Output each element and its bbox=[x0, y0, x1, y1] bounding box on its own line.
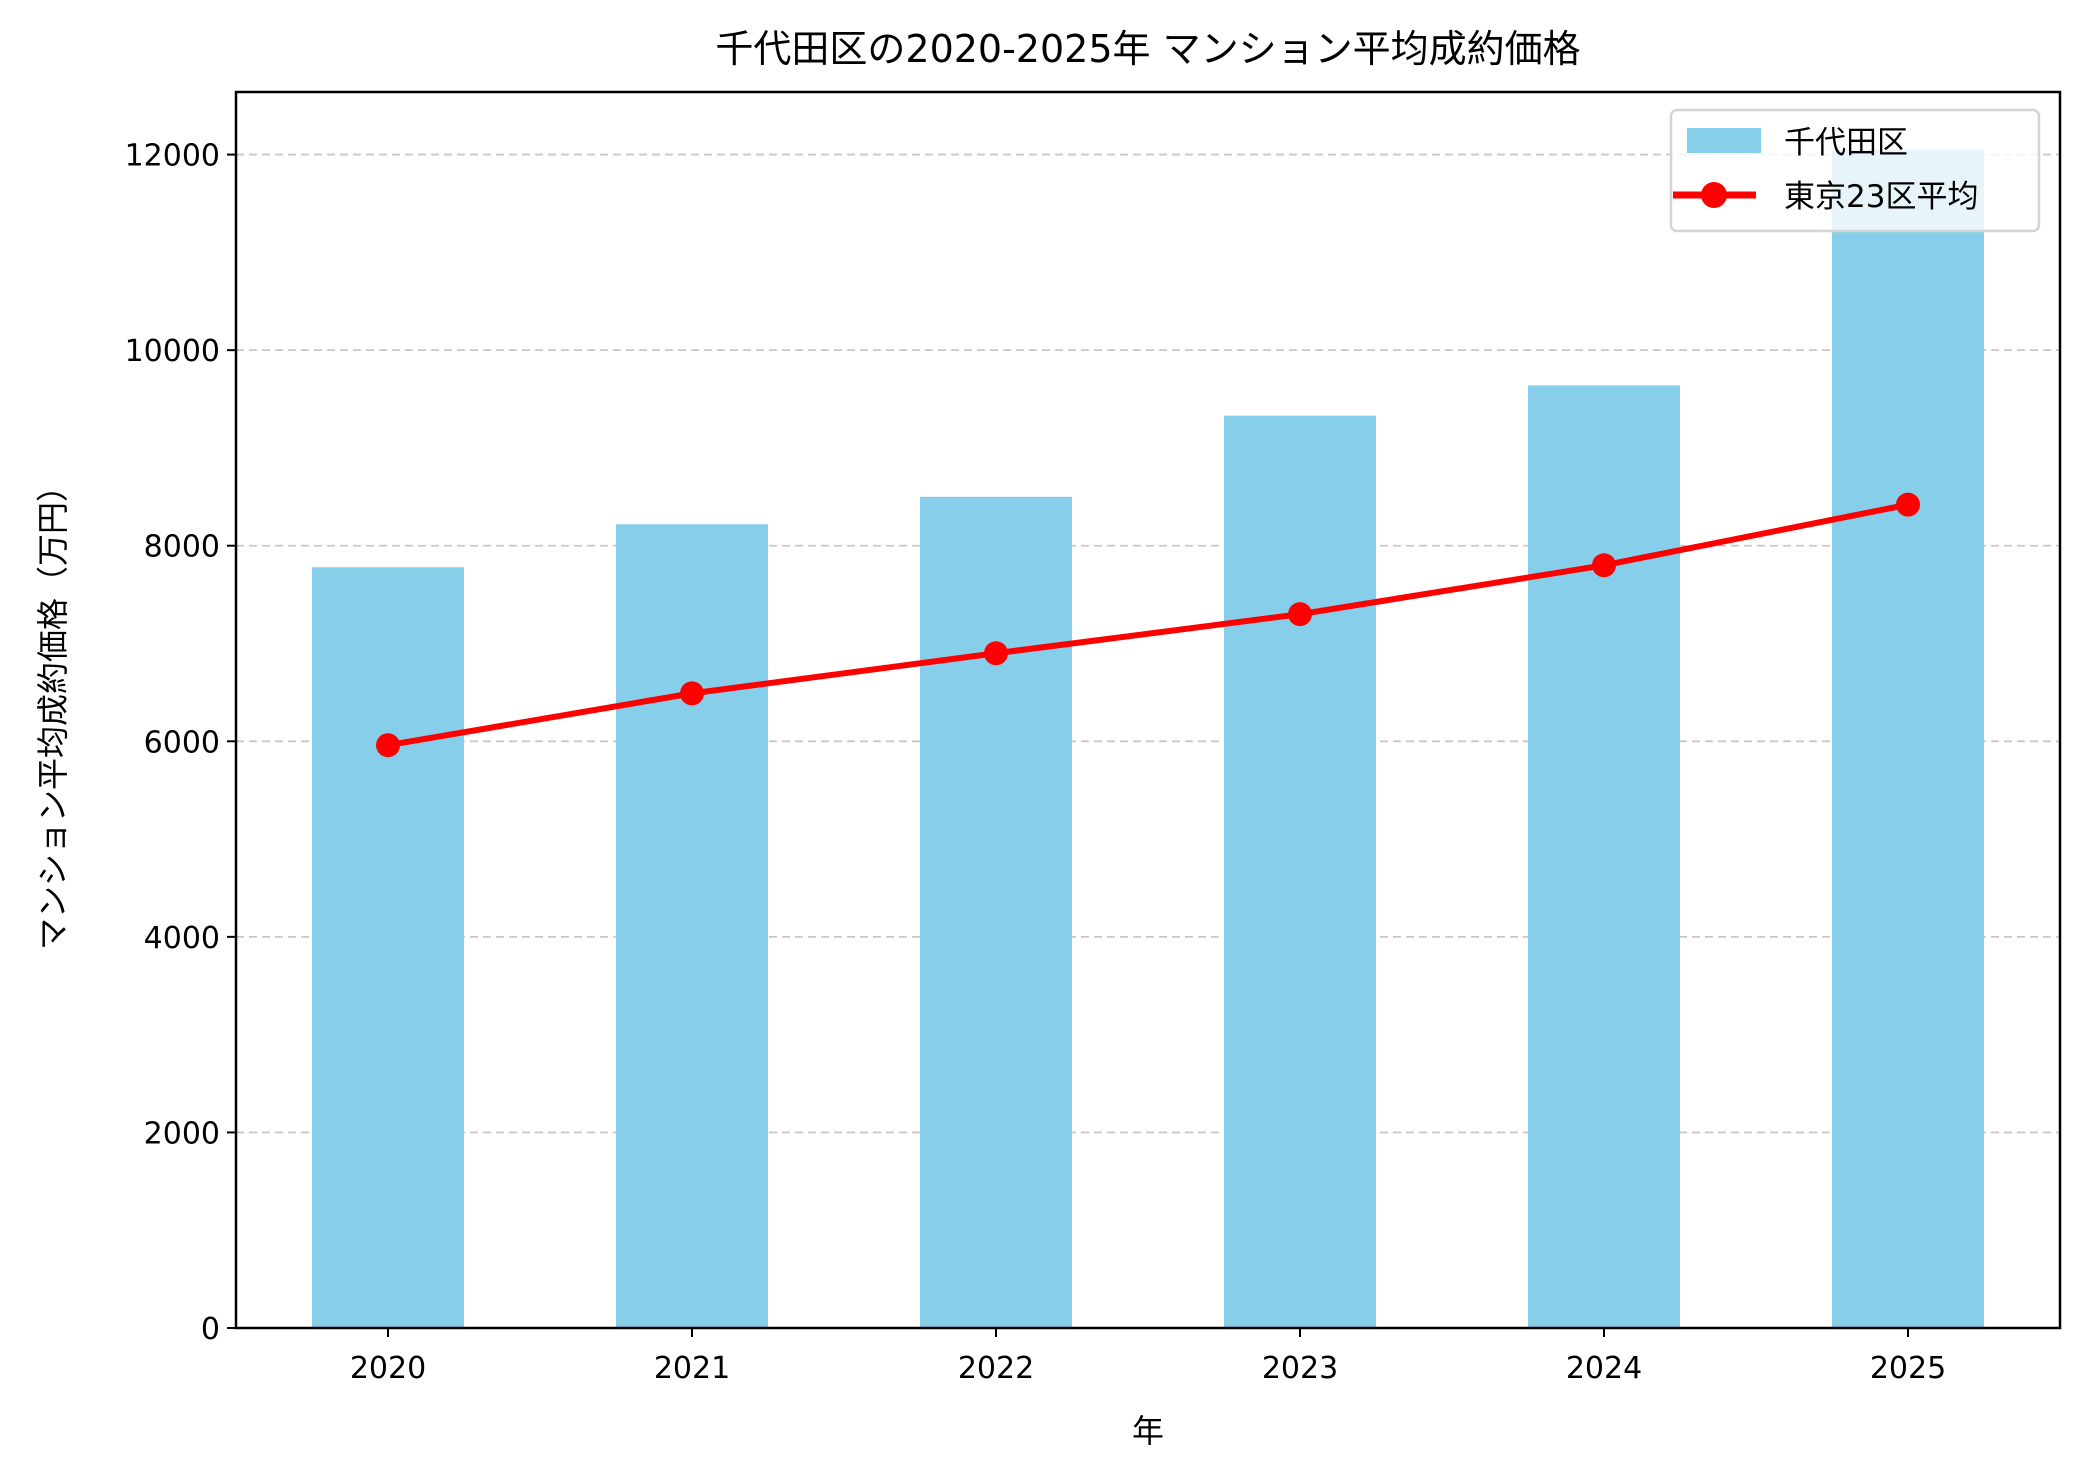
y-tick-label: 2000 bbox=[144, 1116, 220, 1151]
x-tick-label: 2020 bbox=[350, 1351, 426, 1386]
legend: 千代田区 東京23区平均 bbox=[1669, 108, 2041, 233]
x-axis: 2020 2021 2022 2023 2024 2025 bbox=[350, 1328, 1946, 1386]
grid-lines bbox=[236, 153, 2060, 1134]
line-point-2023 bbox=[1288, 602, 1312, 627]
bar-series bbox=[312, 149, 1984, 1329]
legend-line-marker bbox=[1701, 182, 1727, 208]
y-axis-label: マンション平均成約価格（万円） bbox=[34, 470, 72, 950]
legend-label-line: 東京23区平均 bbox=[1784, 179, 1978, 215]
x-axis-label: 年 bbox=[1132, 1412, 1164, 1450]
bar-2022 bbox=[920, 496, 1072, 1328]
legend-label-bar: 千代田区 bbox=[1784, 125, 1908, 161]
x-tick-label: 2021 bbox=[654, 1351, 730, 1386]
x-tick-label: 2023 bbox=[1262, 1351, 1338, 1386]
line-series bbox=[376, 492, 1920, 758]
y-tick-label: 6000 bbox=[144, 725, 220, 760]
y-tick-label: 8000 bbox=[144, 530, 220, 565]
x-tick-label: 2024 bbox=[1566, 1351, 1642, 1386]
y-axis: 0 2000 4000 6000 8000 10000 12000 bbox=[125, 139, 236, 1347]
bar-2024 bbox=[1528, 385, 1680, 1328]
x-tick-label: 2022 bbox=[958, 1351, 1034, 1386]
bar-2020 bbox=[312, 567, 464, 1328]
y-tick-label: 12000 bbox=[125, 139, 220, 174]
y-tick-label: 0 bbox=[201, 1312, 220, 1347]
chart-title: 千代田区の2020-2025年 マンション平均成約価格 bbox=[715, 27, 1580, 71]
line-path bbox=[387, 501, 1909, 749]
bar-2025 bbox=[1832, 149, 1984, 1329]
line-point-2020 bbox=[376, 733, 400, 758]
legend-bar-swatch bbox=[1687, 128, 1761, 153]
plot-frame bbox=[234, 90, 2062, 1330]
y-tick-label: 4000 bbox=[144, 921, 220, 956]
bar-2021 bbox=[616, 524, 768, 1328]
legend-box bbox=[1669, 108, 2041, 233]
line-point-2024 bbox=[1592, 553, 1616, 578]
y-tick-label: 10000 bbox=[125, 334, 220, 369]
line-point-2025 bbox=[1896, 492, 1920, 517]
x-tick-label: 2025 bbox=[1870, 1351, 1946, 1386]
line-point-2022 bbox=[984, 641, 1008, 666]
bar-2023 bbox=[1224, 415, 1376, 1328]
line-point-2021 bbox=[680, 681, 704, 706]
